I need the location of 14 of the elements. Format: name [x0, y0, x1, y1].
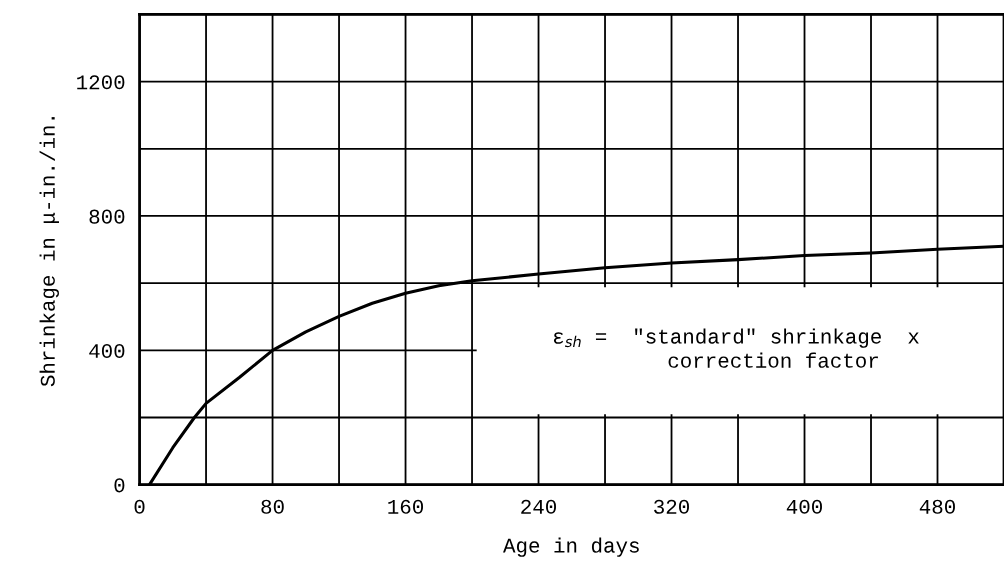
x-tick-label: 80: [261, 499, 284, 514]
x-axis-title: Age in days: [503, 537, 639, 557]
y-tick-label: 0: [114, 478, 125, 493]
x-tick-label: 320: [654, 499, 689, 514]
annotation: ε$_{sh}$ = ″standard″ shrinkage x correction factor: [553, 328, 919, 368]
y-tick-label: 1200: [77, 75, 125, 90]
y-axis-title: Shrinkage in μ-in./in.: [39, 117, 59, 387]
x-tick-label: 160: [388, 499, 424, 514]
x-tick-label: 400: [786, 499, 822, 514]
y-tick-label: 800: [89, 209, 125, 224]
x-tick-label: 0: [134, 499, 145, 514]
y-tick-label: 400: [89, 343, 125, 359]
x-tick-label: 240: [521, 499, 556, 514]
x-tick-label: 480: [919, 499, 955, 514]
